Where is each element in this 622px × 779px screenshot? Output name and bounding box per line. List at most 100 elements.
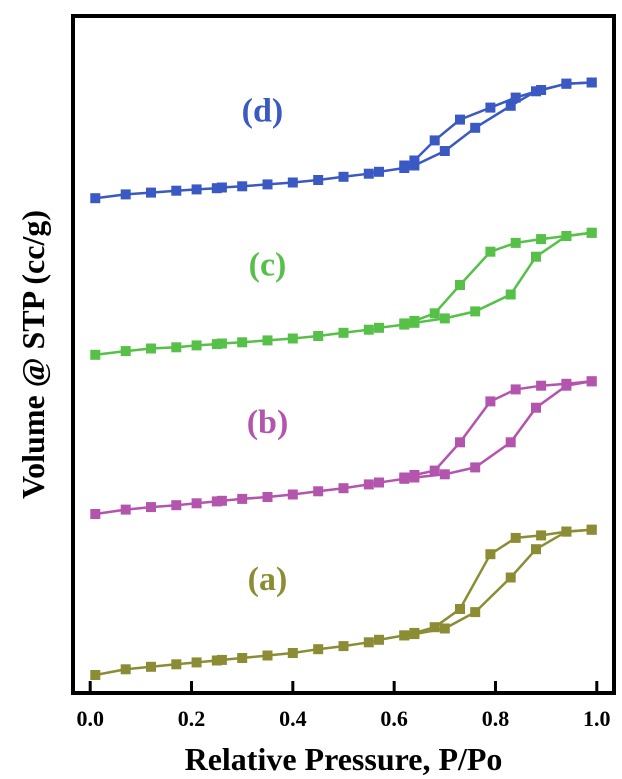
desorption-point	[455, 280, 465, 290]
adsorption-point	[191, 184, 202, 195]
adsorption-point	[313, 486, 324, 497]
adsorption-point	[363, 168, 374, 179]
adsorption-point	[237, 653, 248, 663]
adsorption-point	[338, 327, 349, 338]
adsorption-point	[90, 349, 101, 360]
desorption-point	[429, 465, 440, 476]
adsorption-point	[363, 479, 374, 490]
desorption-point	[455, 604, 465, 614]
adsorption-point	[146, 343, 156, 354]
adsorption-point	[287, 177, 298, 188]
desorption-point	[510, 384, 521, 395]
x-tick-label: 0.2	[178, 706, 206, 731]
adsorption-point	[120, 664, 131, 675]
adsorption-point	[171, 342, 182, 353]
adsorption-point	[262, 179, 273, 190]
adsorption-point	[171, 185, 182, 196]
adsorption-point	[171, 500, 182, 511]
adsorption-point	[216, 338, 227, 349]
series-labels: (a) (b) (c) (d)	[242, 92, 289, 598]
desorption-line	[403, 380, 592, 479]
adsorption-line	[95, 81, 592, 200]
adsorption-point	[237, 181, 248, 192]
x-tick-label: 0.8	[482, 706, 510, 731]
x-axis-label: Relative Pressure, P/Po	[185, 741, 503, 777]
desorption-point	[561, 378, 572, 389]
desorption-point	[399, 318, 410, 329]
adsorption-point	[287, 489, 298, 500]
adsorption-point	[470, 462, 481, 473]
desorption-line	[403, 528, 592, 637]
series-layer	[90, 77, 597, 680]
desorption-point	[561, 78, 572, 89]
adsorption-point	[146, 187, 156, 198]
adsorption-point	[90, 509, 101, 519]
desorption-point	[586, 376, 597, 387]
desorption-point	[455, 437, 465, 448]
desorption-point	[586, 77, 597, 88]
adsorption-point	[216, 495, 227, 506]
adsorption-point	[470, 607, 481, 618]
desorption-point	[561, 526, 572, 537]
desorption-point	[409, 627, 420, 638]
adsorption-point	[237, 337, 248, 348]
desorption-point	[429, 622, 440, 633]
adsorption-point	[287, 648, 298, 658]
series-label: (c)	[249, 247, 287, 284]
adsorption-point	[531, 251, 541, 262]
adsorption-point	[211, 183, 222, 194]
adsorption-point	[237, 493, 248, 504]
adsorption-point	[531, 402, 541, 413]
adsorption-point	[505, 289, 516, 300]
adsorption-point	[191, 340, 202, 351]
desorption-point	[561, 231, 572, 241]
adsorption-point	[439, 469, 450, 480]
adsorption-point	[211, 496, 222, 507]
adsorption-point	[216, 654, 227, 665]
desorption-point	[485, 102, 496, 113]
desorption-point	[455, 114, 465, 125]
series-b	[90, 376, 597, 519]
adsorption-point	[211, 339, 222, 350]
adsorption-point	[313, 331, 324, 341]
adsorption-point	[191, 657, 202, 668]
adsorption-point	[313, 644, 324, 655]
adsorption-point	[120, 504, 131, 515]
adsorption-line	[95, 528, 592, 677]
adsorption-point	[374, 477, 384, 488]
adsorption-point	[216, 182, 227, 193]
adsorption-point	[191, 498, 202, 509]
desorption-point	[536, 380, 547, 391]
adsorption-point	[338, 483, 349, 494]
x-tick-label: 0.6	[380, 706, 408, 731]
series-label: (d)	[242, 92, 284, 129]
adsorption-point	[146, 661, 156, 672]
adsorption-point	[338, 641, 349, 652]
desorption-point	[409, 155, 420, 166]
desorption-point	[429, 135, 440, 146]
desorption-point	[536, 85, 547, 95]
adsorption-point	[120, 346, 131, 357]
series-label: (b)	[247, 404, 289, 441]
desorption-point	[485, 396, 496, 407]
x-tick-label: 0.0	[76, 706, 104, 731]
adsorption-point	[505, 572, 516, 583]
desorption-point	[485, 246, 496, 257]
desorption-point	[485, 549, 496, 560]
adsorption-point	[120, 189, 131, 200]
adsorption-point	[439, 623, 450, 634]
adsorption-point	[171, 659, 182, 670]
adsorption-point	[211, 655, 222, 666]
adsorption-point	[262, 335, 273, 346]
adsorption-point	[262, 650, 273, 661]
adsorption-line	[95, 231, 592, 357]
adsorption-point	[90, 193, 101, 204]
desorption-point	[536, 234, 547, 245]
adsorption-point	[363, 324, 374, 335]
adsorption-point	[531, 544, 541, 555]
adsorption-point	[313, 175, 324, 185]
desorption-point	[586, 524, 597, 535]
desorption-point	[409, 315, 420, 326]
adsorption-point	[470, 306, 481, 317]
